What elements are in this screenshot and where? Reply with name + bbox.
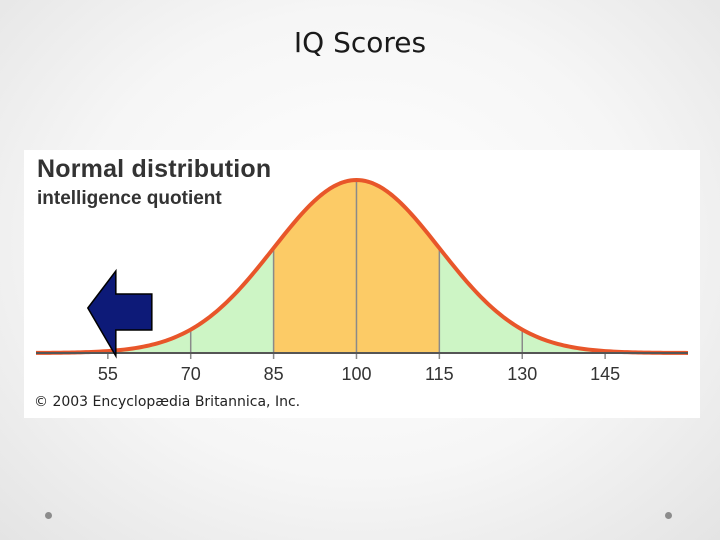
annotation-layer (86, 268, 153, 359)
band-2 (439, 248, 688, 353)
tick-label-70: 70 (181, 364, 201, 384)
band-0 (36, 248, 274, 353)
normal-distribution-figure: 55 70 85 100 115 130 145 Normal distribution i… (24, 150, 700, 418)
tick-label-85: 85 (264, 364, 284, 384)
figure-subtitle: intelligence quotient (37, 188, 222, 209)
distribution-curve (35, 178, 689, 355)
tick-label-100: 100 (341, 364, 371, 384)
tick-label-145: 145 (590, 364, 620, 384)
distribution-chart: 55 70 85 100 115 130 145 (35, 178, 689, 384)
tick-label-115: 115 (425, 364, 454, 384)
curve-layer (35, 178, 689, 355)
bottom-right-dot (665, 512, 672, 519)
slide-title: IQ Scores (293, 26, 427, 59)
divider-layer (107, 180, 606, 359)
bottom-left-dot (45, 512, 52, 519)
copyright-credit: © 2003 Encyclopædia Britannica, Inc. (34, 394, 301, 410)
tick-layer: 55 70 85 100 115 130 145 (98, 364, 620, 384)
figure-title: Normal distribution (37, 155, 272, 183)
tick-label-130: 130 (507, 364, 537, 384)
left-arrow-icon (86, 268, 153, 359)
tick-label-55: 55 (98, 364, 118, 384)
